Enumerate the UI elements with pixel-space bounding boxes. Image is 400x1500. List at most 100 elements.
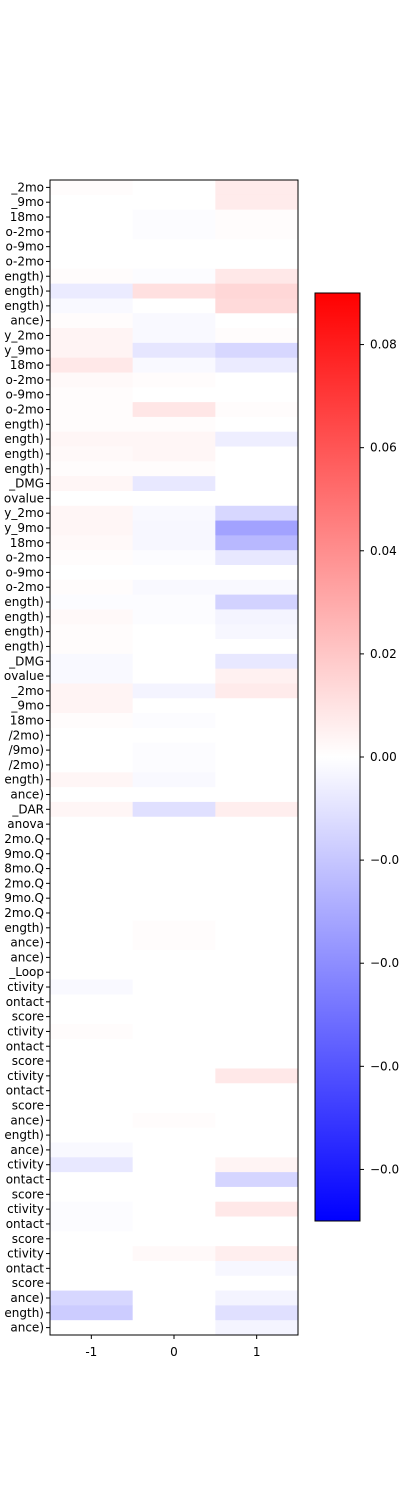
heatmap-cell (132, 357, 216, 373)
heatmap-cell (215, 416, 299, 433)
heatmap-cell (50, 846, 134, 862)
heatmap-cell (50, 861, 134, 877)
heatmap-cell (132, 668, 216, 684)
heatmap-cell (215, 239, 299, 255)
heatmap-cell (50, 787, 134, 803)
y-tick-label: ance) (10, 1321, 44, 1335)
heatmap-cell (215, 1024, 299, 1040)
heatmap-cell (50, 1053, 134, 1069)
heatmap-cell (215, 727, 299, 744)
y-tick-label: ength) (4, 1128, 44, 1142)
heatmap-cell (215, 1068, 299, 1084)
heatmap-cell (215, 905, 299, 921)
colorbar-ticks: 0.08 0.06 0.04 0.02 0.00 −0.0 −0.0 −0.0 −0.0 (360, 338, 399, 1176)
y-tick-label: ance) (10, 1291, 44, 1305)
heatmap-cell (215, 861, 299, 877)
heatmap-cell (215, 1083, 299, 1099)
heatmap-cell (132, 1246, 216, 1262)
y-tick-label: ance) (10, 314, 44, 328)
heatmap-cell (50, 224, 134, 240)
heatmap-cell (50, 1305, 134, 1321)
heatmap-cell (132, 609, 216, 625)
y-tick-label: _9mo (10, 195, 44, 209)
y-tick-label: 9mo.Q (4, 847, 44, 861)
heatmap-cell (50, 209, 134, 225)
heatmap-cell (132, 476, 216, 492)
heatmap-cell (50, 1216, 134, 1232)
y-tick-label: ength) (4, 610, 44, 624)
heatmap-cell (215, 757, 299, 773)
heatmap-cell (132, 875, 216, 892)
heatmap-cell (132, 387, 216, 403)
y-tick-label: ength) (4, 625, 44, 639)
colorbar-tick-label: −0.0 (370, 956, 399, 970)
y-tick-label: _DMG (8, 477, 44, 491)
heatmap-cell (132, 1290, 216, 1306)
heatmap-cell (215, 505, 299, 521)
heatmap-cell (132, 1038, 216, 1055)
y-tick-label: ength) (4, 773, 44, 787)
y-tick-label: _DAR (11, 802, 44, 816)
heatmap-cell (50, 639, 134, 655)
heatmap-cell (50, 357, 134, 373)
heatmap-cell (215, 831, 299, 847)
heatmap-cell (50, 180, 134, 196)
heatmap-cell (132, 505, 216, 521)
heatmap-cell (50, 1142, 134, 1158)
heatmap-cell (215, 994, 299, 1010)
heatmap-cell (215, 979, 299, 995)
heatmap-cell (215, 1320, 299, 1336)
heatmap-cell (50, 757, 134, 773)
heatmap-cell (132, 1305, 216, 1321)
y-tick-label: ength) (4, 462, 44, 476)
heatmap-frame (49, 179, 299, 1336)
heatmap-cell (50, 1290, 134, 1306)
y-tick-label: 18mo (10, 210, 44, 224)
heatmap-cell (215, 875, 299, 892)
y-tick-label: ontact (6, 995, 45, 1009)
heatmap-cell (132, 846, 216, 862)
heatmap-cell (132, 535, 216, 551)
heatmap-cell (50, 1068, 134, 1084)
heatmap-cell (50, 1201, 134, 1217)
heatmap-cell (50, 935, 134, 951)
heatmap-cell (50, 1260, 134, 1277)
heatmap-cell (132, 1127, 216, 1143)
heatmap-cell (132, 1068, 216, 1084)
heatmap-cell (215, 431, 299, 447)
heatmap-cell (50, 505, 134, 521)
heatmap-cell (50, 254, 134, 270)
x-tick-label: 0 (170, 1345, 178, 1359)
heatmap-cell (215, 1142, 299, 1158)
heatmap-cell (132, 1172, 216, 1188)
heatmap-cell (215, 816, 299, 832)
heatmap-cell (132, 653, 216, 670)
y-tick-label: 18mo (10, 358, 44, 372)
y-tick-label: ance) (10, 1113, 44, 1127)
heatmap-cell (50, 1127, 134, 1143)
y-tick-label: ontact (6, 1217, 45, 1231)
heatmap-cell (50, 194, 134, 211)
y-tick-label: ontact (6, 1173, 45, 1187)
y-tick-label: score (12, 1010, 44, 1024)
y-tick-label: /2mo) (9, 758, 44, 772)
heatmap-cell (215, 1172, 299, 1188)
heatmap-cell (50, 920, 134, 936)
y-tick-label: ength) (4, 921, 44, 935)
heatmap-cell (132, 801, 216, 818)
heatmap-cell (215, 268, 299, 285)
heatmap-cell (215, 1201, 299, 1217)
heatmap-cell (132, 313, 216, 329)
heatmap-cell (50, 416, 134, 433)
y-tick-label: 18mo (10, 536, 44, 550)
heatmap-cell (50, 431, 134, 447)
heatmap-cell (132, 579, 216, 596)
heatmap-cell (50, 683, 134, 699)
heatmap-cell (215, 594, 299, 610)
y-tick-label: ength) (4, 417, 44, 431)
heatmap-cell (215, 683, 299, 699)
heatmap-cell (215, 846, 299, 862)
heatmap-cell (215, 668, 299, 684)
heatmap-cell (215, 372, 299, 388)
